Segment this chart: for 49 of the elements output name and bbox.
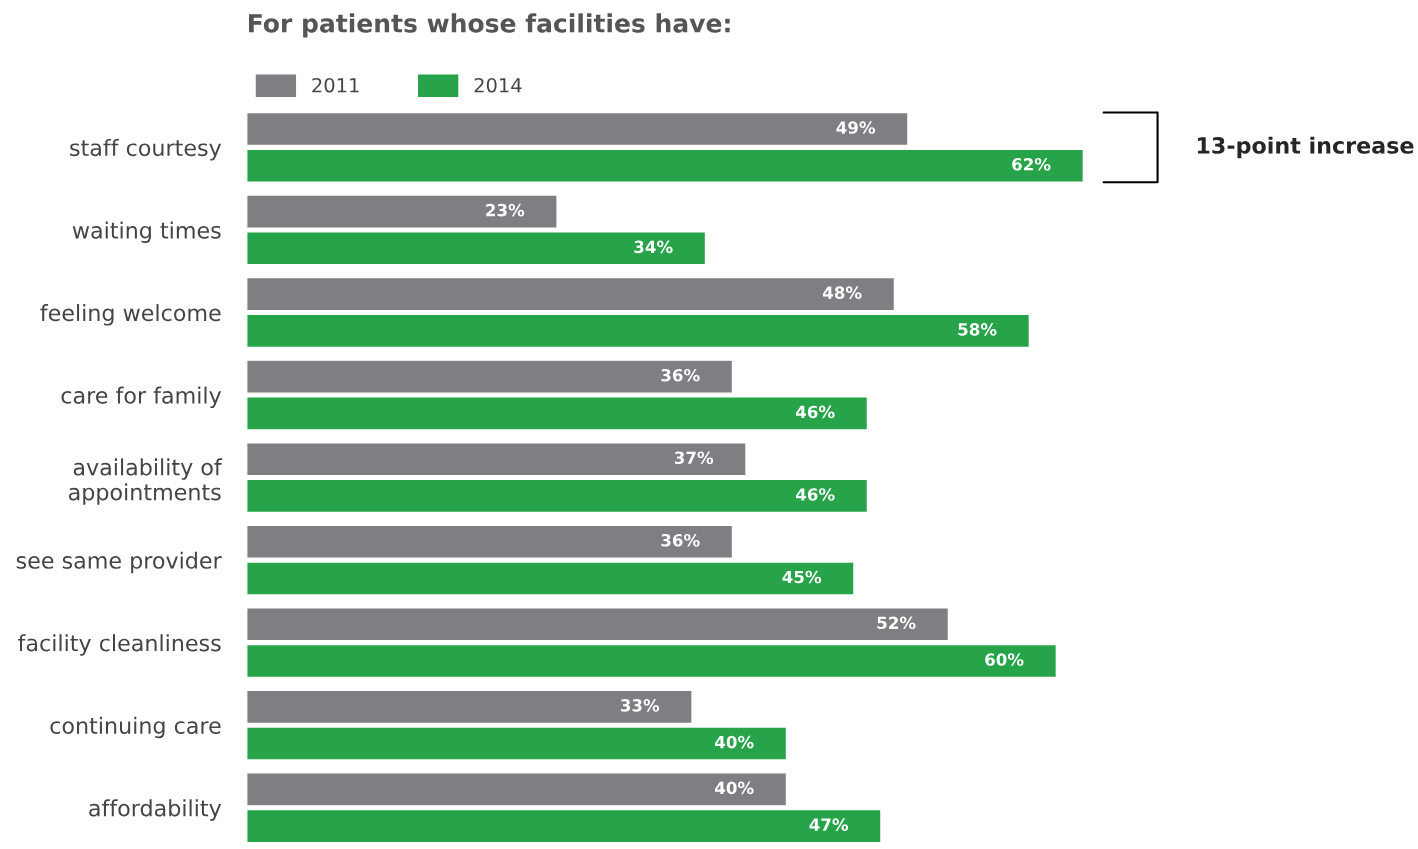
bar: [246, 148, 1085, 183]
data-label: 47%: [809, 818, 849, 831]
y-tick-label: staff courtesy: [70, 138, 222, 161]
data-label: 49%: [836, 121, 876, 134]
data-label: 33%: [620, 699, 660, 712]
chart-title: For patients whose facilities have:: [249, 13, 730, 38]
data-label: 58%: [958, 323, 997, 336]
bar: [246, 561, 855, 596]
data-label: 62%: [1012, 157, 1051, 171]
bar: [246, 231, 707, 266]
bar: [246, 726, 788, 761]
bar: [246, 313, 1031, 349]
y-tick-label: availability of appointments: [68, 458, 223, 505]
data-label: 45%: [782, 570, 822, 584]
bar: [246, 441, 747, 477]
data-label: 40%: [715, 781, 754, 795]
bar: [246, 772, 788, 807]
data-label: 23%: [486, 203, 525, 217]
y-tick-label: continuing care: [50, 716, 221, 739]
data-label: 36%: [661, 368, 700, 382]
y-tick-label: care for family: [61, 386, 222, 409]
text: 13-point increase: [1197, 136, 1414, 159]
bar: [246, 276, 896, 312]
bar: [246, 396, 869, 431]
data-label: 48%: [822, 286, 862, 299]
bar: [246, 524, 734, 559]
legend-label: 2011: [312, 77, 359, 93]
bar: [246, 111, 909, 147]
data-label: 36%: [661, 533, 700, 547]
bar: [246, 607, 950, 642]
data-label: 34%: [634, 240, 673, 254]
bar: [246, 478, 869, 514]
y-tick-label: affordability: [89, 799, 222, 821]
data-label: 52%: [877, 616, 916, 630]
data-label: 37%: [674, 451, 714, 465]
data-label: 46%: [795, 488, 835, 501]
data-label: 60%: [985, 653, 1024, 666]
bar: [246, 643, 1058, 679]
data-label: 40%: [715, 735, 754, 749]
data-label: 46%: [795, 405, 835, 419]
bar: [246, 359, 734, 394]
y-tick-label: feeling welcome: [40, 304, 221, 326]
y-tick-label: waiting times: [72, 221, 221, 243]
legend-label: 2014: [474, 77, 522, 93]
bar: [246, 194, 558, 229]
y-tick-label: facility cleanliness: [18, 634, 221, 656]
bar: [246, 808, 882, 844]
y-tick-label: see same provider: [16, 551, 222, 574]
bar: [246, 689, 693, 725]
